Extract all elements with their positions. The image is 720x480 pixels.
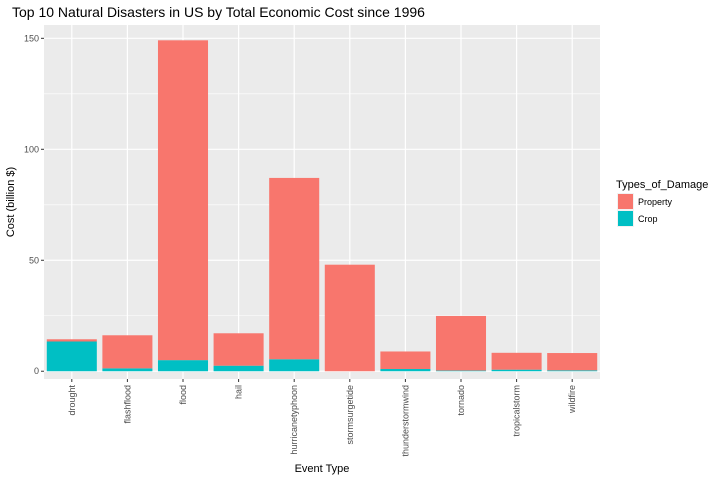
bar-property-tropicalstorm bbox=[491, 352, 542, 370]
x-tick-label: hurricanetyphoon bbox=[289, 385, 299, 455]
x-tick-label: flashflood bbox=[122, 385, 132, 424]
bar-crop-wildfire bbox=[547, 370, 598, 372]
bar-property-flood bbox=[157, 40, 209, 361]
x-axis-title: Event Type bbox=[295, 463, 350, 475]
x-axis: drought flashflood flood hail hurricanetypho… bbox=[67, 379, 577, 457]
x-tick-label: hail bbox=[234, 385, 244, 399]
bar-crop-thunderstormwind bbox=[380, 369, 431, 372]
bar-property-wildfire bbox=[547, 353, 598, 371]
bar-property-drought bbox=[46, 339, 97, 342]
bar-property-stormsurgetide bbox=[324, 264, 375, 372]
bar-property-tornado bbox=[435, 315, 487, 371]
bar-crop-tornado bbox=[435, 370, 487, 372]
bar-property-thunderstormwind bbox=[380, 351, 431, 370]
bar-crop-hail bbox=[213, 365, 264, 372]
legend-label-property: Property bbox=[638, 197, 673, 207]
bar-property-flashflood bbox=[102, 335, 153, 369]
x-tick-label: stormsurgetide bbox=[345, 385, 355, 445]
chart-title: Top 10 Natural Disasters in US by Total … bbox=[12, 4, 425, 20]
y-tick-label: 50 bbox=[29, 255, 39, 265]
bar-crop-flood bbox=[157, 360, 209, 372]
legend-swatch-crop bbox=[618, 211, 633, 226]
bar-property-hurricanetyphoon bbox=[269, 177, 320, 360]
y-tick-label: 100 bbox=[24, 144, 39, 154]
bar-property-hail bbox=[213, 333, 264, 366]
plot-panel bbox=[44, 25, 600, 379]
x-tick-label: drought bbox=[67, 385, 77, 416]
bar-crop-drought bbox=[46, 341, 97, 372]
bar-crop-hurricanetyphoon bbox=[269, 359, 320, 372]
y-tick-label: 0 bbox=[34, 366, 39, 376]
x-tick-label: thunderstormwind bbox=[400, 385, 410, 457]
bar-crop-tropicalstorm bbox=[491, 369, 542, 372]
bars bbox=[46, 40, 598, 372]
y-tick-label: 150 bbox=[24, 33, 39, 43]
bar-crop-flashflood bbox=[102, 368, 153, 372]
y-axis-title: Cost (billion $) bbox=[5, 167, 17, 237]
x-tick-label: wildfire bbox=[567, 385, 577, 414]
legend-swatch-property bbox=[618, 194, 633, 209]
y-axis: 0 50 100 150 bbox=[24, 33, 44, 376]
legend-label-crop: Crop bbox=[638, 214, 658, 224]
legend-title: Types_of_Damage bbox=[616, 179, 708, 191]
x-tick-label: tropicalstorm bbox=[512, 385, 522, 437]
legend: Types_of_Damage Property Crop bbox=[616, 179, 708, 227]
x-tick-label: tornado bbox=[456, 385, 466, 416]
x-tick-label: flood bbox=[178, 385, 188, 405]
